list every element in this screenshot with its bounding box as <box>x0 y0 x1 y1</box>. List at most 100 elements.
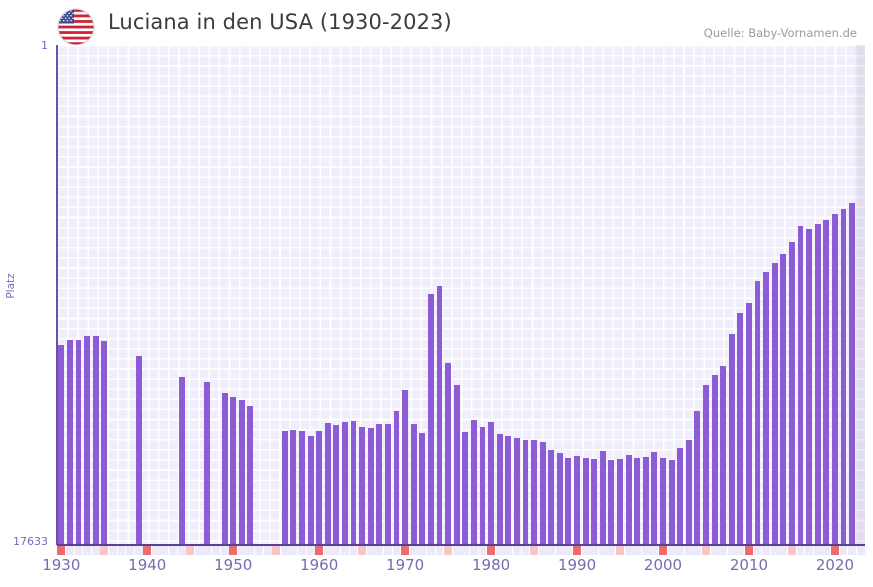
bar-1969[interactable] <box>393 411 400 545</box>
bar-1968[interactable] <box>384 424 391 545</box>
bar-1974[interactable] <box>436 286 443 545</box>
x-tick-1947 <box>203 546 212 555</box>
bar-2001[interactable] <box>668 460 675 545</box>
bar-1933[interactable] <box>84 336 91 545</box>
bar-2012[interactable] <box>763 272 770 545</box>
bar-1958[interactable] <box>299 431 305 545</box>
bar-1956[interactable] <box>281 431 288 545</box>
x-tick-2015 <box>787 546 796 555</box>
bar-2005[interactable] <box>703 385 709 545</box>
bar-1970[interactable] <box>402 390 409 545</box>
bar-2014[interactable] <box>780 254 787 545</box>
bar-2011[interactable] <box>754 281 761 545</box>
bar-1995[interactable] <box>617 459 623 545</box>
bar-1944[interactable] <box>178 377 185 545</box>
bar-1950[interactable] <box>230 397 237 545</box>
chart-plot-area <box>57 45 865 545</box>
bar-1992[interactable] <box>591 459 598 545</box>
bar-1960[interactable] <box>316 431 323 545</box>
bar-1990[interactable] <box>574 456 580 545</box>
bar-1987[interactable] <box>548 450 555 545</box>
bar-1963[interactable] <box>342 422 348 545</box>
bar-2018[interactable] <box>814 224 821 545</box>
bar-1930[interactable] <box>58 345 65 545</box>
bar-1965[interactable] <box>359 427 366 545</box>
bar-1931[interactable] <box>66 340 73 545</box>
x-axis-labels: 1930 1940 1950 1960 1970 1980 1990 2000 2010 2020 <box>0 556 873 584</box>
x-tick-1958 <box>298 546 306 555</box>
x-tick-2023 <box>856 546 865 555</box>
bar-1991[interactable] <box>582 458 589 545</box>
bar-2007[interactable] <box>720 366 727 545</box>
bar-1961[interactable] <box>324 423 331 545</box>
x-tick-1971 <box>409 546 418 555</box>
x-tick-1931 <box>65 546 74 555</box>
x-tick-1930 <box>57 546 66 555</box>
bar-2002[interactable] <box>677 448 684 545</box>
bar-2009[interactable] <box>737 313 744 545</box>
x-tick-1984 <box>521 546 530 555</box>
bar-1934[interactable] <box>92 336 99 545</box>
bar-1998[interactable] <box>642 457 649 545</box>
bar-1973[interactable] <box>427 294 434 545</box>
bar-1988[interactable] <box>556 453 563 545</box>
bar-1964[interactable] <box>350 421 357 545</box>
bar-2015[interactable] <box>788 242 795 545</box>
bar-1975[interactable] <box>445 363 452 545</box>
bar-1962[interactable] <box>333 425 340 545</box>
bar-1959[interactable] <box>307 436 314 545</box>
bar-2017[interactable] <box>806 229 813 545</box>
bar-1951[interactable] <box>238 400 245 545</box>
bar-1989[interactable] <box>565 458 572 545</box>
bar-2000[interactable] <box>660 458 666 545</box>
bar-2021[interactable] <box>840 209 847 545</box>
bar-1977[interactable] <box>462 432 469 545</box>
bar-1982[interactable] <box>505 436 512 545</box>
bar-1979[interactable] <box>479 427 486 545</box>
bar-2022[interactable] <box>849 203 856 545</box>
bar-1994[interactable] <box>608 460 615 545</box>
x-tick-1972 <box>418 546 427 555</box>
bar-1952[interactable] <box>247 406 254 545</box>
x-tick-2018 <box>813 546 822 555</box>
bar-1981[interactable] <box>496 434 503 545</box>
bar-1997[interactable] <box>634 458 641 545</box>
bar-1966[interactable] <box>367 428 374 545</box>
x-tick-2001 <box>667 546 676 555</box>
bar-2013[interactable] <box>771 263 778 545</box>
bar-2006[interactable] <box>711 375 718 545</box>
bar-2004[interactable] <box>694 411 701 545</box>
bar-2016[interactable] <box>797 226 804 545</box>
bar-1976[interactable] <box>453 385 460 545</box>
x-tick-1991 <box>581 546 590 555</box>
bar-2003[interactable] <box>685 440 692 545</box>
bar-1986[interactable] <box>539 442 546 545</box>
bar-1985[interactable] <box>531 440 537 545</box>
x-tick-1939 <box>134 546 143 555</box>
bar-1947[interactable] <box>204 382 211 545</box>
bar-1967[interactable] <box>376 424 383 545</box>
bar-1980[interactable] <box>488 422 495 545</box>
bar-2010[interactable] <box>746 303 752 545</box>
bar-1984[interactable] <box>522 440 529 545</box>
x-tick-1946 <box>194 546 203 555</box>
bar-1949[interactable] <box>221 393 228 545</box>
bar-1935[interactable] <box>101 341 108 545</box>
bar-1939[interactable] <box>135 356 142 545</box>
x-tick-1996 <box>624 546 633 555</box>
x-tick-1932 <box>74 546 83 555</box>
bar-1932[interactable] <box>75 340 82 545</box>
bar-1978[interactable] <box>470 420 477 545</box>
x-tick-1957 <box>289 546 298 555</box>
bar-1993[interactable] <box>599 451 606 545</box>
bar-1972[interactable] <box>419 433 426 545</box>
bar-2019[interactable] <box>823 220 830 545</box>
bar-2020[interactable] <box>831 214 838 545</box>
bar-1971[interactable] <box>410 424 417 545</box>
bar-1999[interactable] <box>651 452 658 545</box>
bar-1957[interactable] <box>290 430 297 545</box>
bar-1983[interactable] <box>513 438 520 545</box>
x-tick-1988 <box>555 546 564 555</box>
bar-1996[interactable] <box>625 455 632 545</box>
bar-2008[interactable] <box>728 334 735 545</box>
